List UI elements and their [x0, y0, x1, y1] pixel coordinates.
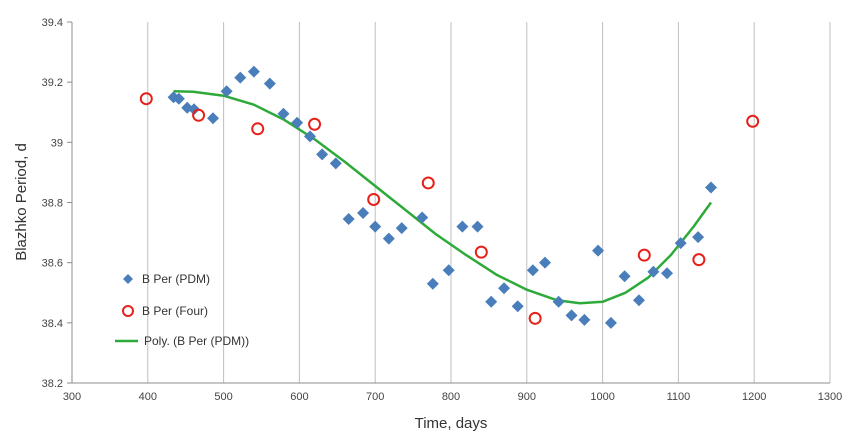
pdm-point — [369, 220, 382, 233]
pdm-point — [220, 85, 233, 98]
pdm-point — [632, 294, 645, 307]
y-tick-labels: 38.2 38.4 38.6 38.8 39 39.2 39.4 — [42, 17, 63, 390]
pdm-point — [552, 295, 565, 308]
pdm-point — [277, 107, 290, 120]
pdm-point — [395, 222, 408, 235]
pdm-point — [511, 300, 524, 313]
pdm-point — [538, 256, 551, 269]
four-point — [637, 248, 651, 262]
pdm-point — [247, 65, 260, 78]
pdm-point — [357, 207, 370, 220]
x-tick-label: 1000 — [590, 391, 614, 403]
pdm-point — [604, 316, 617, 329]
x-tick-labels: 300 400 500 600 700 800 900 1000 1100 1200 1300 — [63, 391, 842, 403]
four-point — [308, 117, 322, 131]
y-tick-label: 39.4 — [42, 17, 63, 29]
grid-lines — [147, 22, 831, 383]
pdm-point — [172, 92, 185, 105]
y-tick-label: 38.2 — [42, 378, 63, 390]
x-tick-label: 700 — [366, 391, 384, 403]
pdm-point — [456, 220, 469, 233]
data-points — [139, 65, 760, 329]
legend-label-four: B Per (Four) — [142, 304, 208, 318]
pdm-point — [578, 313, 591, 326]
pdm-point — [526, 264, 539, 277]
x-tick-label: 500 — [214, 391, 232, 403]
pdm-point — [263, 77, 276, 90]
x-tick-label: 300 — [63, 391, 81, 403]
four-point — [139, 92, 153, 106]
pdm-point — [647, 265, 660, 278]
pdm-point — [485, 295, 498, 308]
pdm-point — [704, 181, 717, 194]
pdm-point — [206, 112, 219, 125]
pdm-point — [565, 309, 578, 322]
x-tick-label: 1200 — [742, 391, 766, 403]
four-point — [746, 114, 760, 128]
pdm-point — [618, 270, 631, 283]
legend: B Per (PDM) B Per (Four) Poly. (B Per (P… — [115, 272, 249, 348]
x-tick-label: 1100 — [667, 391, 691, 403]
pdm-point — [661, 267, 674, 280]
x-tick-label: 900 — [518, 391, 536, 403]
pdm-point — [426, 277, 439, 290]
x-tick-label: 800 — [442, 391, 460, 403]
four-point — [192, 108, 206, 122]
legend-label-poly: Poly. (B Per (PDM)) — [144, 334, 249, 348]
legend-label-pdm: B Per (PDM) — [142, 272, 210, 286]
trend-line — [173, 89, 713, 305]
pdm-point — [316, 148, 329, 161]
four-point — [367, 192, 381, 206]
pdm-point — [592, 244, 605, 257]
y-tick-label: 38.8 — [42, 198, 63, 210]
pdm-point — [234, 71, 247, 84]
four-point — [474, 245, 488, 259]
y-axis-title: Blazhko Period, d — [13, 143, 30, 261]
x-tick-label: 1300 — [818, 391, 842, 403]
four-point — [528, 311, 542, 325]
y-tick-label: 39 — [51, 137, 63, 149]
pdm-point — [382, 232, 395, 245]
x-tick-label: 600 — [290, 391, 308, 403]
legend-marker-pdm — [123, 274, 133, 284]
trend-curve — [173, 89, 713, 305]
pdm-point — [471, 220, 484, 233]
pdm-point — [498, 282, 511, 295]
x-tick-label: 400 — [139, 391, 157, 403]
pdm-point — [692, 231, 705, 244]
pdm-point — [342, 213, 355, 226]
four-point — [421, 176, 435, 190]
pdm-point — [291, 116, 304, 129]
axes — [67, 21, 830, 384]
y-tick-label: 38.6 — [42, 258, 63, 270]
four-point — [692, 253, 706, 267]
pdm-point — [442, 264, 455, 277]
four-point — [251, 122, 265, 136]
y-tick-label: 39.2 — [42, 77, 63, 89]
pdm-point — [674, 237, 687, 250]
pdm-point — [416, 211, 429, 224]
x-axis-title: Time, days — [415, 415, 488, 432]
legend-marker-four — [122, 305, 134, 317]
pdm-point — [188, 103, 201, 116]
pdm-point — [304, 130, 317, 143]
y-tick-label: 38.4 — [42, 318, 63, 330]
pdm-point — [329, 157, 342, 170]
